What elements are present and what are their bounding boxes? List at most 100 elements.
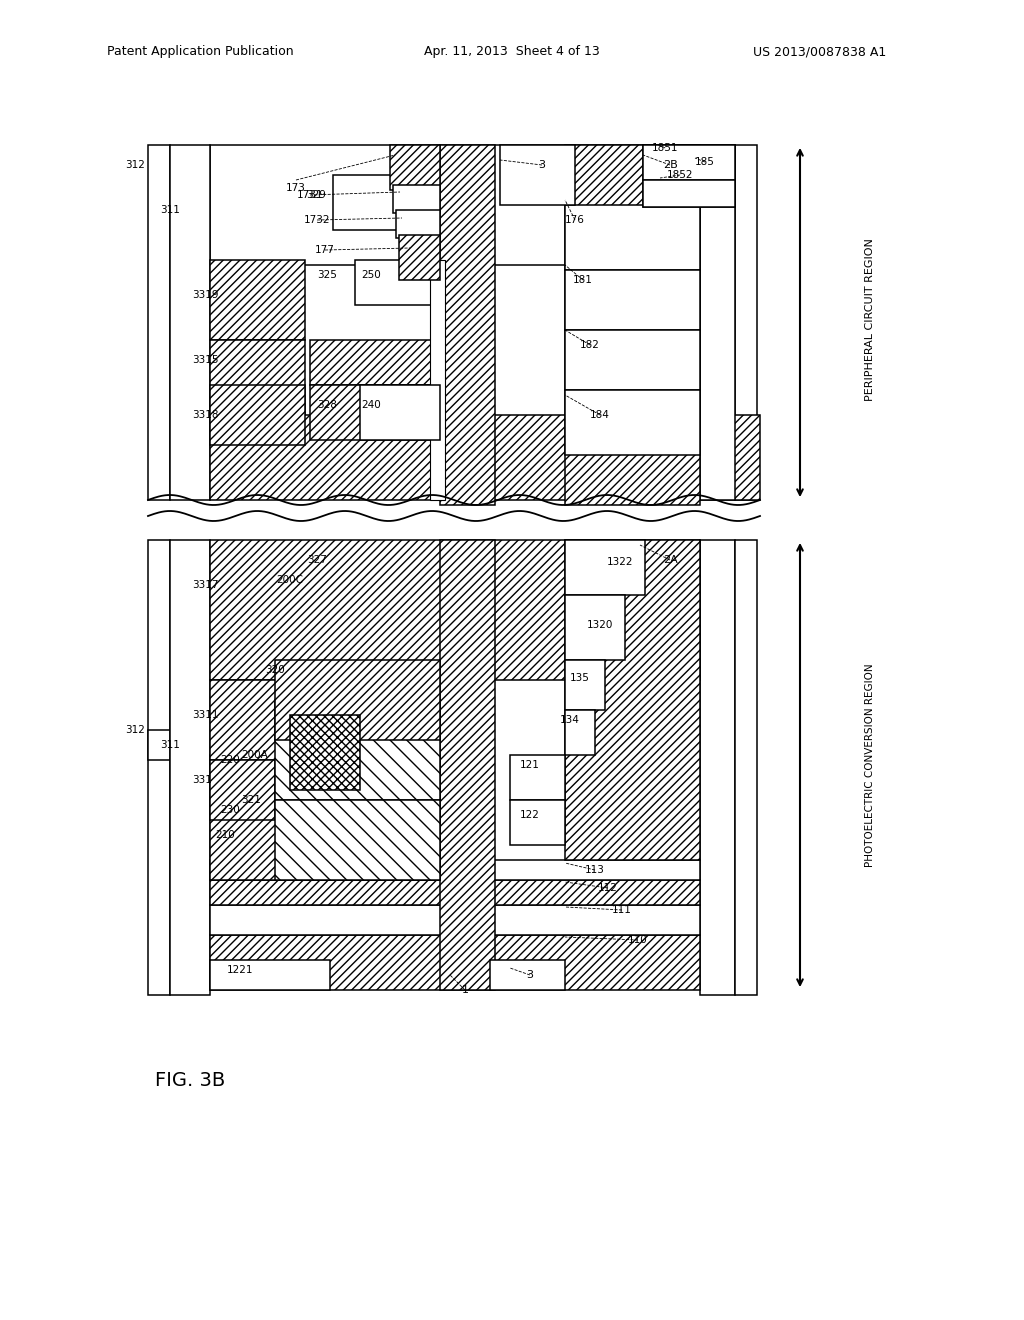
Bar [643, 180, 735, 207]
Text: 122: 122 [520, 810, 540, 820]
Text: 184: 184 [590, 411, 610, 420]
Text: 320: 320 [265, 665, 285, 675]
Text: 312: 312 [125, 725, 145, 735]
Bar [333, 176, 401, 230]
Text: 325: 325 [317, 271, 337, 280]
Bar [643, 145, 735, 180]
Text: 331: 331 [193, 775, 212, 785]
Bar [148, 540, 170, 995]
Bar [210, 800, 440, 880]
Bar [440, 145, 495, 506]
Bar [565, 330, 700, 389]
Text: 121: 121 [520, 760, 540, 770]
Bar [360, 385, 440, 440]
Text: 327: 327 [307, 554, 327, 565]
Text: 311: 311 [160, 205, 180, 215]
Bar [565, 389, 700, 455]
Bar [210, 755, 440, 800]
Bar [290, 715, 360, 789]
Bar [700, 540, 735, 995]
Bar [565, 595, 625, 660]
Text: 1320: 1320 [587, 620, 613, 630]
Bar [643, 145, 735, 207]
Text: 3: 3 [539, 160, 546, 170]
Text: 113: 113 [585, 865, 605, 875]
Bar [565, 540, 645, 595]
Bar [735, 145, 757, 500]
Bar [170, 145, 210, 500]
Bar [148, 730, 170, 760]
Text: 328: 328 [317, 400, 337, 411]
Bar [210, 906, 700, 935]
Bar [210, 880, 700, 906]
Text: 110: 110 [628, 935, 648, 945]
Text: 329: 329 [306, 190, 326, 201]
Text: 112: 112 [598, 883, 617, 894]
Text: 185: 185 [695, 157, 715, 168]
Bar [210, 960, 330, 990]
Text: Apr. 11, 2013  Sheet 4 of 13: Apr. 11, 2013 Sheet 4 of 13 [424, 45, 600, 58]
Bar [275, 800, 440, 880]
Bar [565, 271, 700, 330]
Bar [210, 341, 305, 414]
Text: PERIPHERAL CIRCUIT REGION: PERIPHERAL CIRCUIT REGION [865, 239, 874, 401]
Text: PHOTOELECTRIC CONVERSION REGION: PHOTOELECTRIC CONVERSION REGION [865, 663, 874, 867]
Bar [565, 710, 595, 755]
Text: 1732: 1732 [304, 215, 331, 224]
Bar [500, 145, 575, 205]
Bar [430, 260, 445, 500]
Text: 3319: 3319 [193, 290, 218, 300]
Text: 200C: 200C [276, 576, 303, 585]
Text: 321: 321 [241, 795, 261, 805]
Bar [700, 145, 735, 500]
Bar [735, 540, 757, 995]
Text: 3317: 3317 [193, 579, 218, 590]
Bar [275, 660, 440, 741]
Bar [210, 760, 275, 820]
Bar [210, 145, 700, 265]
Text: 2A: 2A [663, 554, 677, 565]
Bar [396, 210, 440, 238]
Text: 2B: 2B [663, 160, 677, 170]
Text: 3315: 3315 [193, 355, 218, 366]
Bar [393, 185, 440, 213]
Text: US 2013/0087838 A1: US 2013/0087838 A1 [754, 45, 887, 58]
Bar [355, 260, 440, 305]
Text: 311: 311 [160, 741, 180, 750]
Bar [210, 861, 700, 880]
Text: 3318: 3318 [193, 411, 218, 420]
Text: 220: 220 [220, 755, 240, 766]
Text: 200A: 200A [242, 750, 268, 760]
Bar [148, 145, 170, 500]
Text: 176: 176 [565, 215, 585, 224]
Text: 177: 177 [315, 246, 335, 255]
Text: 1851: 1851 [651, 143, 678, 153]
Text: 3311: 3311 [193, 710, 218, 719]
Bar [399, 235, 440, 280]
Text: 1852: 1852 [667, 170, 693, 180]
Bar [490, 960, 565, 990]
Text: 135: 135 [570, 673, 590, 682]
Text: 1221: 1221 [226, 965, 253, 975]
Text: 250: 250 [361, 271, 381, 280]
Text: 312: 312 [125, 160, 145, 170]
Bar [275, 700, 440, 800]
Bar [440, 540, 495, 990]
Text: 173: 173 [286, 183, 306, 193]
Bar [510, 755, 565, 800]
Bar [510, 800, 565, 845]
Text: 210: 210 [215, 830, 234, 840]
Bar [210, 540, 700, 680]
Text: FIG. 3B: FIG. 3B [155, 1071, 225, 1089]
Bar [210, 414, 760, 500]
Text: 181: 181 [573, 275, 593, 285]
Text: 1: 1 [462, 985, 469, 995]
Text: 111: 111 [612, 906, 632, 915]
Bar [390, 145, 440, 190]
Text: 1322: 1322 [607, 557, 633, 568]
Text: 182: 182 [580, 341, 600, 350]
Text: 134: 134 [560, 715, 580, 725]
Bar [210, 260, 305, 341]
Text: 3: 3 [526, 970, 534, 979]
Text: Patent Application Publication: Patent Application Publication [106, 45, 293, 58]
